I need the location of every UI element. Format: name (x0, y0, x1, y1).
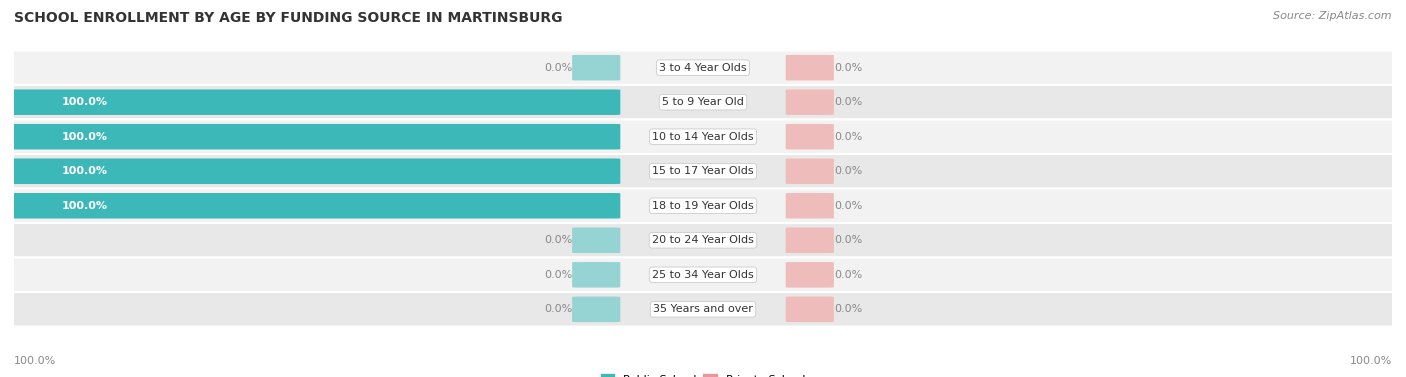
Text: 0.0%: 0.0% (834, 304, 862, 314)
FancyBboxPatch shape (572, 227, 620, 253)
FancyBboxPatch shape (0, 154, 1406, 188)
FancyBboxPatch shape (0, 120, 1406, 154)
FancyBboxPatch shape (786, 89, 834, 115)
FancyBboxPatch shape (572, 262, 620, 288)
Text: 0.0%: 0.0% (544, 270, 572, 280)
Text: 35 Years and over: 35 Years and over (652, 304, 754, 314)
FancyBboxPatch shape (0, 85, 1406, 120)
FancyBboxPatch shape (786, 227, 834, 253)
Text: 0.0%: 0.0% (834, 132, 862, 142)
FancyBboxPatch shape (0, 292, 1406, 326)
FancyBboxPatch shape (786, 193, 834, 219)
Text: 0.0%: 0.0% (834, 270, 862, 280)
Text: 100.0%: 100.0% (62, 201, 108, 211)
Text: 0.0%: 0.0% (544, 63, 572, 73)
FancyBboxPatch shape (786, 55, 834, 80)
Text: 100.0%: 100.0% (62, 97, 108, 107)
Text: 100.0%: 100.0% (62, 132, 108, 142)
Text: 15 to 17 Year Olds: 15 to 17 Year Olds (652, 166, 754, 176)
FancyBboxPatch shape (7, 124, 620, 150)
Text: 10 to 14 Year Olds: 10 to 14 Year Olds (652, 132, 754, 142)
FancyBboxPatch shape (0, 223, 1406, 257)
Text: 25 to 34 Year Olds: 25 to 34 Year Olds (652, 270, 754, 280)
FancyBboxPatch shape (572, 297, 620, 322)
Text: Source: ZipAtlas.com: Source: ZipAtlas.com (1274, 11, 1392, 21)
Text: 0.0%: 0.0% (834, 201, 862, 211)
Text: SCHOOL ENROLLMENT BY AGE BY FUNDING SOURCE IN MARTINSBURG: SCHOOL ENROLLMENT BY AGE BY FUNDING SOUR… (14, 11, 562, 25)
FancyBboxPatch shape (0, 257, 1406, 292)
Text: 0.0%: 0.0% (834, 97, 862, 107)
FancyBboxPatch shape (0, 188, 1406, 223)
Text: 0.0%: 0.0% (834, 166, 862, 176)
FancyBboxPatch shape (572, 55, 620, 80)
Text: 0.0%: 0.0% (544, 235, 572, 245)
Text: 0.0%: 0.0% (834, 235, 862, 245)
Text: 5 to 9 Year Old: 5 to 9 Year Old (662, 97, 744, 107)
FancyBboxPatch shape (0, 51, 1406, 85)
FancyBboxPatch shape (786, 124, 834, 150)
FancyBboxPatch shape (786, 262, 834, 288)
FancyBboxPatch shape (7, 89, 620, 115)
Legend: Public School, Private School: Public School, Private School (596, 370, 810, 377)
Text: 18 to 19 Year Olds: 18 to 19 Year Olds (652, 201, 754, 211)
Text: 0.0%: 0.0% (834, 63, 862, 73)
FancyBboxPatch shape (786, 158, 834, 184)
FancyBboxPatch shape (786, 297, 834, 322)
Text: 100.0%: 100.0% (1350, 356, 1392, 366)
Text: 100.0%: 100.0% (14, 356, 56, 366)
Text: 100.0%: 100.0% (62, 166, 108, 176)
FancyBboxPatch shape (7, 158, 620, 184)
Text: 0.0%: 0.0% (544, 304, 572, 314)
FancyBboxPatch shape (7, 193, 620, 219)
Text: 20 to 24 Year Olds: 20 to 24 Year Olds (652, 235, 754, 245)
Text: 3 to 4 Year Olds: 3 to 4 Year Olds (659, 63, 747, 73)
